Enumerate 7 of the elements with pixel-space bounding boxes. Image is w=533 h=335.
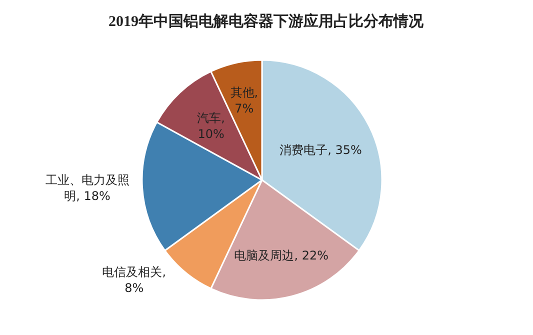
slice-label: 电脑及周边, 22% <box>234 248 329 263</box>
slice-label: 电信及相关, 8% <box>102 265 166 296</box>
slice-label: 消费电子, 35% <box>280 143 362 158</box>
chart-title: 2019年中国铝电解电容器下游应用占比分布情况 <box>108 12 424 30</box>
slice-label: 工业、电力及照明, 18% <box>45 173 130 204</box>
slice-label: 其他, 7% <box>230 85 258 116</box>
slice-label: 汽车, 10% <box>197 110 225 141</box>
